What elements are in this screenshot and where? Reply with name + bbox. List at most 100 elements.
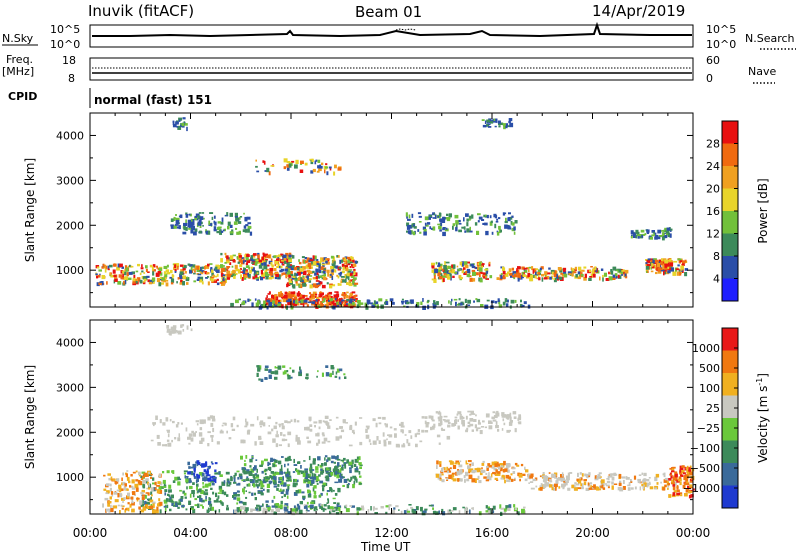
range-cell	[439, 222, 443, 227]
range-cell	[590, 274, 593, 278]
range-cell	[188, 485, 193, 490]
range-cell	[415, 506, 419, 511]
range-cell	[508, 504, 512, 509]
range-cell	[666, 227, 671, 231]
range-cell	[345, 504, 348, 508]
range-cell	[297, 272, 301, 276]
range-cell	[269, 272, 272, 276]
range-cell	[166, 331, 170, 333]
range-cell	[310, 293, 315, 298]
range-cell	[274, 255, 279, 258]
time-tick-label: 00:00	[73, 526, 108, 540]
range-cell	[255, 508, 259, 511]
range-cell	[388, 434, 393, 438]
range-cell	[352, 277, 357, 280]
range-cell	[445, 268, 448, 272]
range-cell	[198, 488, 202, 493]
range-cell	[677, 264, 680, 267]
range-cell	[680, 265, 684, 270]
range-cell	[574, 268, 577, 271]
range-cell	[370, 506, 372, 511]
range-cell	[672, 484, 676, 487]
range-cell	[226, 482, 229, 487]
range-cell	[172, 120, 175, 124]
range-cell	[159, 473, 161, 478]
nsky-tick-bottom: 10^0	[50, 38, 80, 51]
range-cell	[309, 257, 313, 260]
range-cell	[658, 261, 661, 264]
range-cell	[142, 484, 146, 489]
range-cell	[137, 263, 140, 267]
range-cell	[485, 272, 488, 277]
range-cell	[471, 429, 474, 432]
range-cell	[227, 226, 230, 230]
range-cell	[242, 269, 246, 274]
range-cell	[478, 419, 481, 424]
range-cell	[167, 433, 170, 438]
range-cell	[190, 221, 195, 226]
range-cell	[169, 496, 172, 500]
range-cell	[312, 255, 315, 260]
range-cell	[189, 213, 192, 217]
range-cell	[624, 273, 627, 277]
range-cell	[237, 509, 240, 513]
range-cell	[186, 126, 188, 132]
range-cell	[333, 261, 336, 265]
range-cell	[279, 504, 283, 509]
range-cell	[486, 467, 489, 471]
range-cell	[272, 299, 276, 302]
range-cell	[660, 268, 664, 271]
range-cell	[258, 264, 263, 269]
range-cell	[348, 444, 353, 447]
range-cell	[132, 281, 136, 284]
range-cell	[547, 272, 551, 275]
range-cell	[255, 159, 257, 162]
range-cell	[277, 303, 282, 307]
range-cell	[174, 502, 178, 507]
range-cell	[685, 478, 689, 483]
range-cell	[497, 429, 500, 432]
range-cell	[136, 277, 141, 282]
range-cell	[672, 481, 675, 486]
range-cell	[461, 226, 465, 229]
range-cell	[198, 220, 202, 223]
range-cell	[221, 268, 224, 272]
range-cell	[435, 511, 439, 515]
range-cell	[219, 488, 223, 492]
range-cell	[678, 269, 681, 273]
range-cell	[354, 260, 358, 264]
range-cell	[342, 257, 345, 260]
range-cell	[343, 478, 348, 483]
range-cell	[192, 264, 196, 268]
range-cell	[375, 507, 378, 510]
range-cell	[334, 466, 338, 471]
range-cell	[492, 411, 496, 414]
range-cell	[507, 507, 511, 511]
range-cell	[199, 498, 203, 502]
range-cell	[468, 272, 471, 275]
range-cell	[353, 295, 357, 297]
range-cell	[411, 223, 415, 228]
range-cell	[293, 492, 298, 496]
range-cell	[241, 302, 246, 305]
range-cell	[284, 370, 287, 375]
range-cell	[258, 378, 261, 381]
range-cell	[351, 296, 356, 301]
range-cell	[409, 230, 412, 235]
range-cell	[343, 462, 348, 464]
range-cell	[510, 220, 513, 225]
range-cell	[210, 277, 214, 281]
range-cell	[111, 494, 114, 497]
range-cell	[201, 270, 205, 273]
range-cell	[419, 440, 423, 443]
range-cell	[553, 272, 557, 278]
range-cell	[174, 264, 177, 268]
range-cell	[291, 277, 295, 280]
range-cell	[602, 483, 605, 487]
range-cell	[220, 501, 223, 505]
range-cell	[177, 422, 180, 425]
range-cell	[150, 439, 154, 442]
range-cell	[590, 266, 593, 268]
range-cell	[329, 273, 333, 278]
range-cell	[318, 474, 321, 477]
